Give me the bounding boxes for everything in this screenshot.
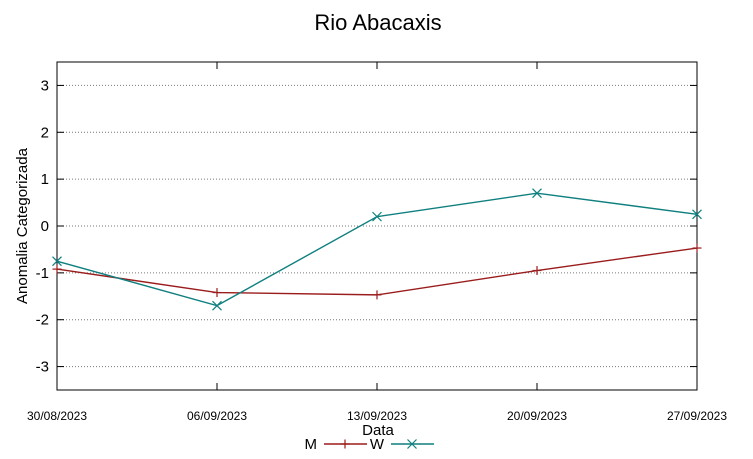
grid-lines <box>57 84 697 368</box>
point-marker-plus <box>212 288 222 298</box>
x-tick-label: 13/09/2023 <box>347 409 407 423</box>
chart-title: Rio Abacaxis <box>314 10 441 35</box>
x-tick-label: 27/09/2023 <box>667 409 727 423</box>
x-tick-label: 20/09/2023 <box>507 409 567 423</box>
point-marker-x <box>372 211 382 222</box>
y-tick-label: 3 <box>41 77 49 94</box>
y-tick-label: 0 <box>41 218 49 235</box>
point-marker-plus <box>692 243 702 253</box>
point-marker-plus <box>340 439 350 449</box>
y-tick-label: 1 <box>41 171 49 188</box>
series-line-w <box>56 192 698 307</box>
y-tick-label: -1 <box>36 265 49 282</box>
point-marker-plus <box>52 264 62 274</box>
x-axis-ticks: 30/08/2023 06/09/2023 13/09/2023 20/09/2023… <box>27 62 727 423</box>
y-tick-label: 2 <box>41 124 49 141</box>
legend-label-w: W <box>370 436 385 453</box>
point-marker-plus <box>532 266 542 276</box>
legend-label-m: M <box>305 436 318 453</box>
y-tick-label: -2 <box>36 312 49 329</box>
point-marker-plus <box>372 290 382 300</box>
y-axis-label: Anomalia Categorizada <box>14 147 31 304</box>
point-marker-x <box>52 256 62 267</box>
x-tick-label: 30/08/2023 <box>27 409 87 423</box>
series-layer <box>52 188 702 311</box>
y-axis-ticks: 3 2 1 0 -1 -2 -3 <box>36 77 697 376</box>
point-marker-x <box>212 300 222 311</box>
x-axis-label: Data <box>362 422 394 439</box>
point-marker-x <box>407 439 417 449</box>
y-tick-label: -3 <box>36 359 49 376</box>
x-tick-label: 06/09/2023 <box>187 409 247 423</box>
point-marker-x <box>692 209 702 220</box>
point-marker-x <box>532 188 542 199</box>
